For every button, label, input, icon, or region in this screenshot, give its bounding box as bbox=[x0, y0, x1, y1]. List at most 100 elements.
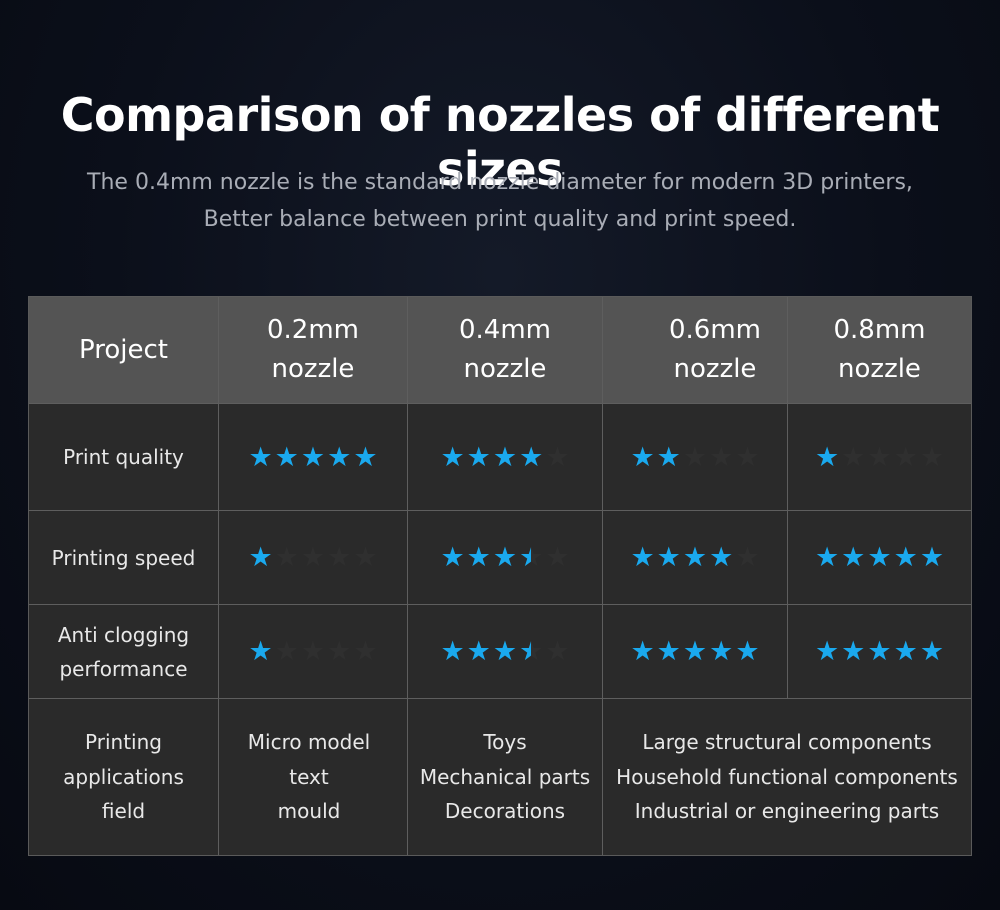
rating-cell: ★ ★ ★ ★ ★ bbox=[603, 605, 788, 699]
rating-cell: ★ ★ ★ ★ ★ bbox=[219, 605, 408, 699]
star-rating: ★ ★ ★ ★ ★ bbox=[630, 638, 759, 665]
applications-nozzle-02: Micro model text mould bbox=[219, 699, 408, 855]
rating-cell: ★ ★ ★ ★ ★ bbox=[603, 404, 788, 511]
star-filled-icon: ★ bbox=[709, 636, 734, 667]
header-word: nozzle bbox=[838, 354, 921, 384]
rating-cell: ★ ★ ★ ★ ★ bbox=[219, 511, 408, 605]
star-empty-icon: ★ bbox=[919, 441, 945, 473]
header-size: 0.8mm bbox=[833, 315, 926, 345]
star-filled-icon: ★ bbox=[656, 441, 681, 473]
star-empty-icon: ★ bbox=[545, 636, 570, 667]
header-project-label: Project bbox=[79, 334, 168, 365]
row-label-anti-clogging: Anti clogging performance bbox=[29, 605, 219, 699]
star-empty-icon: ★ bbox=[545, 441, 570, 473]
rating-cell: ★ ★ ★ ★ ★ bbox=[408, 605, 603, 699]
star-filled-icon: ★ bbox=[735, 636, 760, 667]
star-empty-icon: ★ bbox=[893, 441, 918, 473]
star-half-icon: ★ bbox=[519, 636, 544, 667]
star-empty-icon: ★ bbox=[274, 542, 299, 573]
page-subtitle: The 0.4mm nozzle is the standard nozzle … bbox=[0, 164, 1000, 238]
star-filled-icon: ★ bbox=[867, 542, 892, 573]
star-empty-icon: ★ bbox=[300, 542, 326, 573]
applications-nozzle-04: Toys Mechanical parts Decorations bbox=[408, 699, 603, 855]
star-filled-icon: ★ bbox=[814, 636, 840, 667]
star-empty-icon: ★ bbox=[300, 636, 326, 667]
star-empty-icon: ★ bbox=[327, 542, 352, 573]
star-filled-icon: ★ bbox=[630, 542, 655, 573]
star-empty-icon: ★ bbox=[327, 636, 352, 667]
star-empty-icon: ★ bbox=[682, 441, 708, 473]
star-rating: ★ ★ ★ ★ ★ bbox=[815, 638, 944, 665]
rating-cell: ★ ★ ★ ★ ★ bbox=[788, 404, 971, 511]
star-filled-icon: ★ bbox=[492, 441, 518, 473]
star-filled-icon: ★ bbox=[466, 441, 491, 473]
header-nozzle-06: 0.6mm nozzle bbox=[603, 297, 788, 404]
header-word: nozzle bbox=[463, 354, 547, 384]
star-filled-icon: ★ bbox=[893, 542, 918, 573]
applications-nozzle-06-08: Large structural components Household fu… bbox=[616, 730, 958, 824]
row-label-print-quality: Print quality bbox=[29, 404, 219, 511]
star-filled-icon: ★ bbox=[814, 441, 840, 473]
comparison-table: Project 0.2mm nozzle 0.4mm nozzle 0.6mm noz… bbox=[28, 296, 972, 856]
header-size: 0.4mm bbox=[458, 315, 551, 345]
rating-cell: ★ ★ ★ ★ ★ bbox=[408, 511, 603, 605]
star-filled-icon: ★ bbox=[440, 636, 465, 667]
star-rating: ★ ★ ★ ★ ★ bbox=[630, 544, 759, 571]
star-rating: ★ ★ ★ ★ ★ bbox=[815, 444, 944, 471]
star-filled-icon: ★ bbox=[841, 636, 866, 667]
rating-cell: ★ ★ ★ ★ ★ bbox=[603, 511, 788, 605]
subtitle-line: Better balance between print quality and… bbox=[203, 207, 797, 232]
star-rating: ★ ★ ★ ★ ★ bbox=[440, 444, 569, 471]
header-nozzle-04: 0.4mm nozzle bbox=[408, 297, 603, 404]
star-filled-icon: ★ bbox=[440, 441, 465, 473]
star-rating: ★ ★ ★ ★ ★ bbox=[630, 444, 759, 471]
star-filled-icon: ★ bbox=[466, 542, 491, 573]
header-nozzle-02: 0.2mm nozzle bbox=[219, 297, 408, 404]
star-rating: ★ ★ ★ ★ ★ bbox=[248, 444, 377, 471]
star-filled-icon: ★ bbox=[248, 542, 273, 573]
star-rating: ★ ★ ★ ★ ★ bbox=[248, 544, 377, 571]
star-filled-icon: ★ bbox=[466, 636, 491, 667]
header-size: 0.6mm bbox=[668, 315, 761, 345]
star-filled-icon: ★ bbox=[248, 636, 273, 667]
rating-cell: ★ ★ ★ ★ ★ bbox=[788, 511, 971, 605]
star-filled-icon: ★ bbox=[630, 441, 655, 473]
star-filled-icon: ★ bbox=[630, 636, 655, 667]
star-rating: ★ ★ ★ ★ ★ bbox=[440, 544, 569, 571]
row-label-printing-speed: Printing speed bbox=[29, 511, 219, 605]
star-filled-icon: ★ bbox=[274, 441, 299, 473]
star-filled-icon: ★ bbox=[656, 542, 681, 573]
rating-cell: ★ ★ ★ ★ ★ bbox=[219, 404, 408, 511]
star-filled-icon: ★ bbox=[248, 441, 273, 473]
star-filled-icon: ★ bbox=[492, 542, 518, 573]
star-empty-icon: ★ bbox=[353, 636, 378, 667]
header-word: nozzle bbox=[271, 354, 355, 384]
star-filled-icon: ★ bbox=[867, 636, 892, 667]
star-empty-icon: ★ bbox=[735, 542, 760, 573]
rating-cell: ★ ★ ★ ★ ★ bbox=[408, 404, 603, 511]
star-filled-icon: ★ bbox=[300, 441, 326, 473]
star-filled-icon: ★ bbox=[519, 441, 544, 473]
header-size: 0.2mm bbox=[266, 315, 359, 345]
star-filled-icon: ★ bbox=[814, 542, 840, 573]
page-title: Comparison of nozzles of different sizes bbox=[60, 88, 940, 196]
star-rating: ★ ★ ★ ★ ★ bbox=[440, 638, 569, 665]
star-empty-icon: ★ bbox=[735, 441, 760, 473]
star-filled-icon: ★ bbox=[893, 636, 918, 667]
star-empty-icon: ★ bbox=[353, 542, 378, 573]
star-empty-icon: ★ bbox=[709, 441, 734, 473]
star-empty-icon: ★ bbox=[545, 542, 570, 573]
header-word: nozzle bbox=[673, 354, 757, 384]
rating-cell: ★ ★ ★ ★ ★ bbox=[788, 605, 971, 699]
star-rating: ★ ★ ★ ★ ★ bbox=[248, 638, 377, 665]
star-empty-icon: ★ bbox=[274, 636, 299, 667]
star-filled-icon: ★ bbox=[492, 636, 518, 667]
star-filled-icon: ★ bbox=[682, 542, 708, 573]
star-filled-icon: ★ bbox=[440, 542, 465, 573]
star-filled-icon: ★ bbox=[656, 636, 681, 667]
star-filled-icon: ★ bbox=[919, 542, 945, 573]
star-filled-icon: ★ bbox=[709, 542, 734, 573]
header-nozzle-08: 0.8mm nozzle bbox=[788, 297, 971, 404]
row-label-applications: Printing applications field bbox=[29, 699, 219, 855]
star-filled-icon: ★ bbox=[682, 636, 708, 667]
